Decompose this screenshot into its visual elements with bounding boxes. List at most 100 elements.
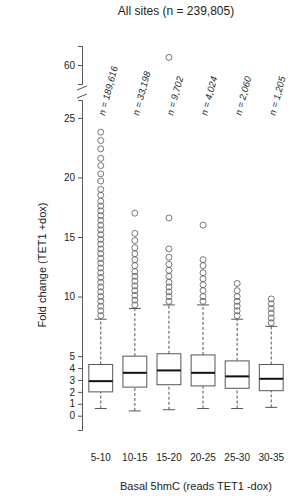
tick-mark [78,297,82,298]
annotation: n = 2,060 [232,74,253,116]
tick-label: 0 [69,410,75,421]
tick-label: 30-35 [258,452,284,463]
tick-mark [78,118,82,119]
whisker-cap [95,408,107,409]
outlier [166,215,172,221]
y-axis-lower: 012345 10 15 20 25 [64,101,83,431]
whisker-lower [168,385,169,410]
axis-line [78,47,83,85]
tick: 30-35 [258,438,284,463]
whisker-lower [203,386,204,409]
whisker-upper [100,319,101,364]
outlier [200,276,206,282]
box [225,280,249,408]
whisker-upper [134,308,135,356]
tick-mark [78,65,82,66]
chart: All sites (n = 239,805) 60 012345 10 15 20 255… [0,0,299,500]
box-body [259,364,283,390]
break-mark [77,86,87,90]
annotation: n = 33,198 [130,69,153,116]
box [157,215,181,410]
tick-label: 4 [69,363,75,374]
tick-label: 2 [69,387,75,398]
tick: 3 [69,375,82,386]
outlier [166,267,172,273]
tick: 20 [64,172,82,183]
whisker-cap [129,410,141,411]
whisker-lower [237,388,238,408]
outlier [98,178,104,184]
outlier [234,280,240,286]
tick: 20-25 [190,438,216,463]
median [123,372,147,374]
median [191,372,215,374]
box-body [123,356,147,387]
title: All sites (n = 239,805) [118,4,234,18]
tick-mark [78,404,82,405]
whisker-cap [231,408,243,409]
y-axis-upper: 60 [64,47,83,85]
outlier [132,257,138,263]
y-axis-title: Fold change (TET1 +dox) [36,202,48,327]
tick-mark [78,356,82,357]
outlier [166,254,172,260]
outlier [98,192,104,198]
outlier [200,294,206,300]
outlier [166,54,172,60]
tick-label: 3 [69,375,75,386]
tick: 25 [64,113,82,124]
outlier [132,251,138,257]
box-body [191,355,215,386]
whisker-upper [168,305,169,354]
outlier [98,155,104,161]
outlier [234,294,240,300]
outlier [132,210,138,216]
median [225,375,249,377]
tick-label: 1 [69,398,75,409]
outlier [98,138,104,144]
tick: 1 [69,398,82,409]
annotation: n = 4,024 [198,75,219,116]
tick-label: 15 [64,232,76,243]
outlier [98,129,104,135]
tick: 4 [69,363,82,374]
outlier [166,279,172,285]
x-axis: 5-1010-1515-2020-2525-3030-35 [91,438,285,463]
tick: 5 [69,351,82,362]
outlier [132,230,138,236]
x-axis-title: Basal 5hmC (reads TET1 -dox) [120,480,272,492]
tick-label: 15-20 [156,452,182,463]
outlier [200,270,206,276]
box [259,296,283,407]
outlier [200,288,206,294]
tick-label: 10-15 [122,452,148,463]
whisker-lower [134,387,135,411]
outlier [132,263,138,269]
tick: 2 [69,387,82,398]
tick: 10 [64,291,82,302]
outlier [166,261,172,267]
outlier [166,246,172,252]
tick: 0 [69,410,82,421]
tick-label: 10 [64,291,76,302]
median [259,378,283,380]
tick-label: 25 [64,113,76,124]
tick-label: 20-25 [190,452,216,463]
outlier [98,146,104,152]
annotation: n = 9,702 [164,74,185,116]
tick: 25-30 [224,438,250,463]
outlier [200,282,206,288]
box-body [225,361,249,388]
outlier [200,222,206,228]
annotation: n = 1,205 [267,74,288,116]
box-body [157,354,181,385]
whisker-lower [271,391,272,408]
tick-mark [78,416,82,417]
outlier [166,273,172,279]
outlier [268,296,274,302]
whisker-cap [197,408,209,409]
median [157,369,181,371]
outlier [98,198,104,204]
tick-mark [78,380,82,381]
outlier [132,269,138,275]
